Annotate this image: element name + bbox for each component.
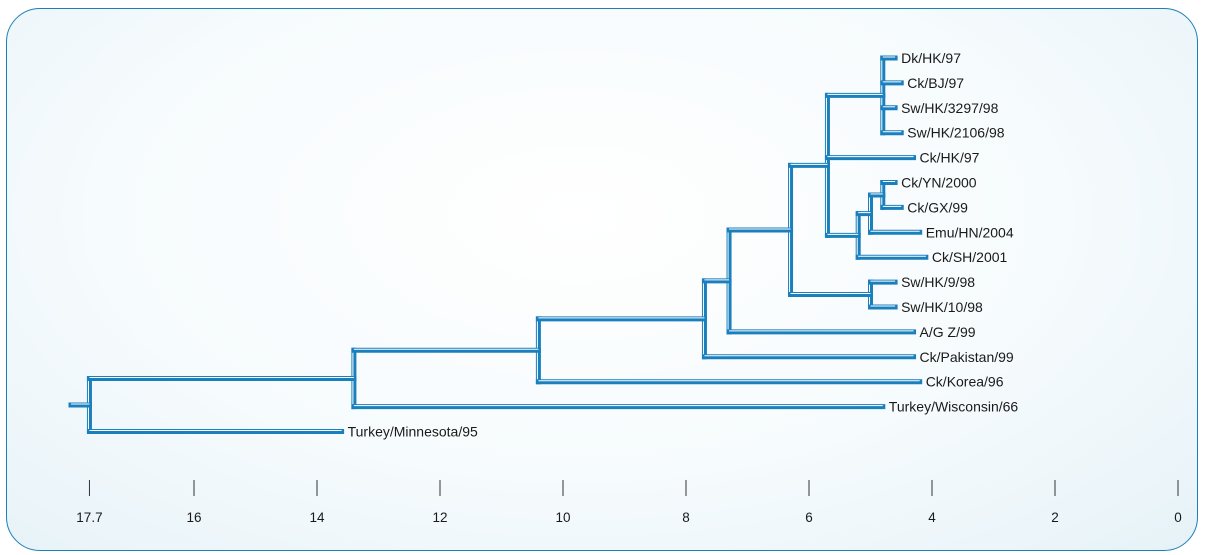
leaf-label-emu_hn_2004: Emu/HN/2004 xyxy=(926,224,1014,240)
leaf-label-ck_sh_2001: Ck/SH/2001 xyxy=(932,249,1008,265)
leaf-label-turkey_minnesota_95: Turkey/Minnesota/95 xyxy=(348,424,478,440)
axis-tick-label-14: 14 xyxy=(309,510,325,525)
leaf-label-dk_hk_97: Dk/HK/97 xyxy=(901,50,961,66)
branch-edge-ck_sh_2001 xyxy=(855,254,929,260)
branch-edge-ck_bj_97 xyxy=(880,80,904,86)
branch-edge-dk_hk_97 xyxy=(880,55,898,61)
branch-edge-n_yn_gx xyxy=(868,192,886,198)
branch-edge-n_10_4 xyxy=(351,347,541,353)
leaf-label-sw_hk_10_98: Sw/HK/10/98 xyxy=(901,299,983,315)
branch-edge-ag_z_99 xyxy=(726,329,917,335)
leaf-label-sw_hk_3297_98: Sw/HK/3297/98 xyxy=(901,100,998,116)
axis-tick-label-16: 16 xyxy=(186,510,201,525)
time-axis: 17.7 16 14 12 10 8 6 4 2 0 xyxy=(76,480,1182,525)
branch-edge-n_sw9 xyxy=(788,292,873,298)
branch-edge-turkey_wisconsin_66 xyxy=(351,404,886,410)
branch-edge-n_6_3 xyxy=(726,227,794,233)
axis-ticks: 17.7 16 14 12 10 8 6 4 2 0 xyxy=(76,480,1182,525)
branch-edge-emu_hn_2004 xyxy=(868,229,923,235)
tree-branches xyxy=(68,55,929,434)
branch-edge-ck_pakistan_99 xyxy=(701,354,917,360)
axis-tick-label-8: 8 xyxy=(682,510,690,525)
leaf-label-ck_yn_2000: Ck/YN/2000 xyxy=(901,175,977,191)
axis-tick-label-4: 4 xyxy=(928,510,936,525)
leaf-label-ck_korea_96: Ck/Korea/96 xyxy=(926,374,1004,390)
leaf-label-ck_pakistan_99: Ck/Pakistan/99 xyxy=(920,349,1014,365)
branch-edge-n_yn_sh xyxy=(824,232,861,238)
leaf-label-ck_gx_99: Ck/GX/99 xyxy=(907,199,968,215)
axis-tick-label-17.7: 17.7 xyxy=(76,510,102,525)
branch-root-stem xyxy=(68,402,92,408)
leaf-label-ck_hk_97: Ck/HK/97 xyxy=(920,150,980,166)
branch-edge-ck_hk_97 xyxy=(824,155,917,161)
leaf-label-ag_z_99: A/G Z/99 xyxy=(920,324,976,340)
branch-edge-turkey_minnesota_95 xyxy=(86,429,345,434)
branch-edge-n_7_7 xyxy=(535,316,707,322)
branch-edge-ck_korea_96 xyxy=(535,379,923,385)
leaf-label-sw_hk_2106_98: Sw/HK/2106/98 xyxy=(907,125,1004,141)
branch-edge-ck_gx_99 xyxy=(880,204,904,210)
branch-edge-n_big xyxy=(788,162,830,168)
branch-edge-sw_hk_2106_98 xyxy=(880,130,904,136)
branch-edge-n_dk_sw xyxy=(824,92,886,98)
leaf-label-ck_bj_97: Ck/BJ/97 xyxy=(907,75,964,91)
branch-edge-n_13_4 xyxy=(86,375,357,381)
axis-tick-label-6: 6 xyxy=(805,510,813,525)
leaf-label-sw_hk_9_98: Sw/HK/9/98 xyxy=(901,274,975,290)
branch-edge-sw_hk_10_98 xyxy=(868,304,898,310)
tree-leaf-labels: Dk/HK/97 Ck/BJ/97 Sw/HK/3297/98 Sw/HK/2106/… xyxy=(348,50,1019,440)
branch-edge-ck_yn_2000 xyxy=(880,180,898,185)
axis-tick-label-12: 12 xyxy=(432,510,447,525)
axis-tick-label-0: 0 xyxy=(1174,510,1182,525)
figure-frame xyxy=(6,8,1198,551)
branch-edge-n_yn_emu xyxy=(855,211,873,217)
leaf-label-turkey_wisconsin_66: Turkey/Wisconsin/66 xyxy=(889,399,1019,415)
branch-edge-n_7_3 xyxy=(701,278,732,284)
axis-tick-label-2: 2 xyxy=(1051,510,1059,525)
branch-edge-sw_hk_3297_98 xyxy=(880,105,898,111)
branch-edge-sw_hk_9_98 xyxy=(868,279,898,285)
axis-tick-label-10: 10 xyxy=(555,510,570,525)
